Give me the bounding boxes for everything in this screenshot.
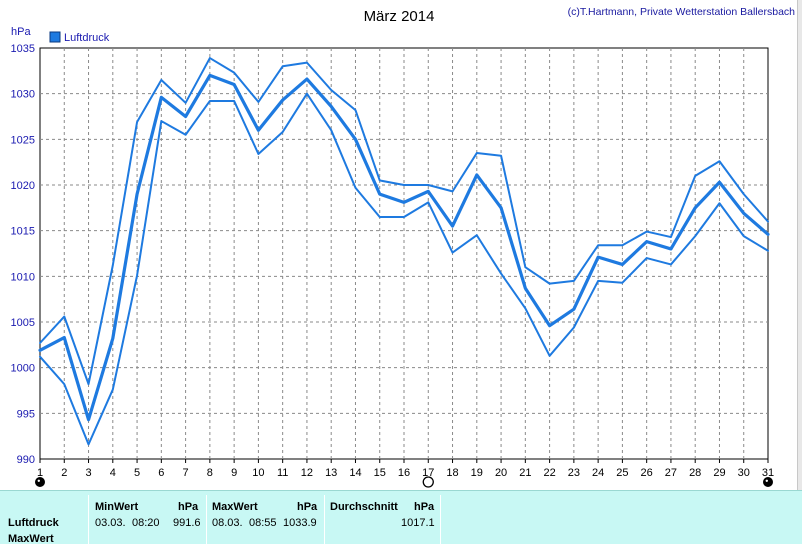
x-tick-label: 1 — [37, 467, 43, 479]
min-unit: hPa — [178, 501, 199, 513]
x-tick-label: 20 — [495, 467, 507, 479]
y-tick-label: 1025 — [11, 134, 35, 146]
min-value: 991.6 — [173, 517, 201, 529]
x-tick-label: 30 — [738, 467, 750, 479]
x-tick-label: 17 — [422, 467, 434, 479]
max-header: MaxWert — [212, 501, 258, 513]
x-tick-label: 8 — [207, 467, 213, 479]
x-tick-label: 12 — [301, 467, 313, 479]
legend-label: Luftdruck — [64, 32, 110, 44]
row-label-pressure: Luftdruck — [8, 517, 59, 529]
max-unit: hPa — [297, 501, 318, 513]
x-tick-label: 28 — [689, 467, 701, 479]
vertical-scrollbar[interactable] — [797, 0, 802, 490]
moon-markers — [35, 476, 773, 488]
x-tick-label: 2 — [61, 467, 67, 479]
avg-header: Durchschnitt — [330, 501, 398, 513]
x-tick-label: 31 — [762, 467, 774, 479]
new-moon-marker — [763, 477, 773, 487]
x-tick-label: 22 — [543, 467, 555, 479]
x-tick-label: 9 — [231, 467, 237, 479]
x-tick-label: 4 — [110, 467, 116, 479]
x-tick-label: 23 — [568, 467, 580, 479]
x-tick-label: 19 — [471, 467, 483, 479]
new-moon-highlight — [765, 479, 768, 482]
x-tick-label: 29 — [713, 467, 725, 479]
x-tick-label: 25 — [616, 467, 628, 479]
x-tick-label: 26 — [641, 467, 653, 479]
x-tick-label: 11 — [277, 467, 288, 479]
x-tick-label: 16 — [398, 467, 410, 479]
series-line-avg — [38, 73, 770, 422]
separator — [88, 495, 89, 544]
new-moon-highlight — [37, 479, 40, 482]
full-moon-marker — [422, 476, 434, 488]
legend-swatch — [49, 31, 61, 43]
series-lines — [38, 57, 770, 446]
y-tick-label: 1030 — [11, 89, 35, 101]
x-tick-label: 14 — [349, 467, 361, 479]
series-line-max — [39, 57, 769, 386]
x-tick-label: 24 — [592, 467, 604, 479]
chart-credit: (c)T.Hartmann, Private Wetterstation Bal… — [568, 6, 796, 18]
chart-title: März 2014 — [364, 8, 435, 25]
min-header: MinWert — [95, 501, 139, 513]
avg-unit: hPa — [414, 501, 435, 513]
y-axis-label: hPa — [11, 26, 31, 38]
x-tick-label: 15 — [374, 467, 386, 479]
x-tick-label: 5 — [134, 467, 140, 479]
min-time: 08:20 — [132, 517, 160, 529]
series-line-min — [39, 92, 769, 446]
x-tick-label: 27 — [665, 467, 677, 479]
x-tick-label: 21 — [519, 467, 531, 479]
avg-value: 1017.1 — [401, 517, 435, 529]
separator — [324, 495, 325, 544]
y-tick-label: 1000 — [11, 363, 35, 375]
min-date: 03.03. — [95, 517, 126, 529]
chart-area: März 2014 (c)T.Hartmann, Private Wetters… — [11, 0, 802, 490]
row-label-maxwert: MaxWert — [8, 533, 54, 545]
y-tick-label: 990 — [17, 454, 35, 466]
y-tick-label: 995 — [17, 408, 35, 420]
y-tick-label: 1015 — [11, 226, 35, 238]
max-date: 08.03. — [212, 517, 243, 529]
pressure-chart: März 2014 (c)T.Hartmann, Private Wetters… — [11, 6, 796, 488]
y-tick-label: 1020 — [11, 180, 35, 192]
max-time: 08:55 — [249, 517, 277, 529]
separator — [440, 495, 441, 544]
x-tick-label: 13 — [325, 467, 337, 479]
new-moon-marker — [35, 477, 45, 487]
grid — [39, 47, 769, 460]
x-tick-label: 18 — [446, 467, 458, 479]
y-tick-label: 1005 — [11, 317, 35, 329]
y-tick-label: 1035 — [11, 43, 35, 55]
x-tick-label: 7 — [183, 467, 189, 479]
y-tick-label: 1010 — [11, 271, 35, 283]
separator — [206, 495, 207, 544]
x-tick-label: 3 — [85, 467, 91, 479]
info-panel: Luftdruck MaxWert MinWert hPa 03.03. 08:… — [0, 490, 802, 545]
x-tick-label: 6 — [158, 467, 164, 479]
x-tick-label: 10 — [252, 467, 264, 479]
max-value: 1033.9 — [283, 517, 317, 529]
